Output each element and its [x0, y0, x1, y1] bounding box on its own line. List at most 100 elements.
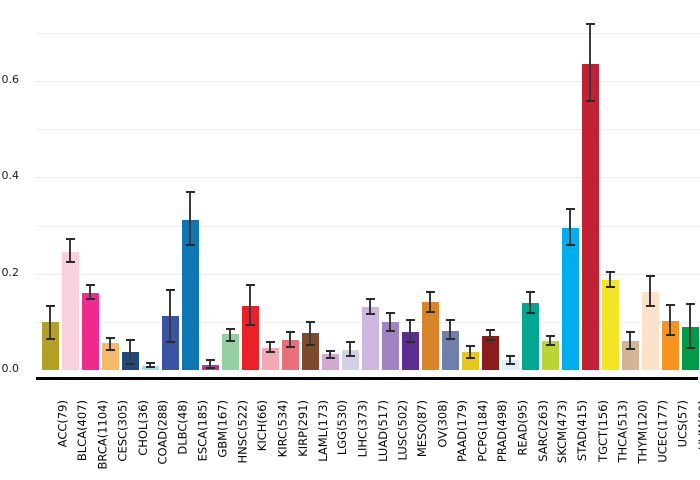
- error-bar: [329, 350, 331, 359]
- x-tick-label: READ(95): [515, 400, 530, 456]
- error-bar-cap: [165, 340, 175, 343]
- error-bar-cap: [365, 312, 375, 315]
- error-bar-cap: [405, 319, 415, 322]
- error-bar-cap: [385, 311, 395, 314]
- error-bar: [289, 332, 291, 347]
- error-bar: [169, 290, 171, 342]
- x-tick-label: ACC(79): [55, 400, 70, 448]
- error-bar: [89, 285, 91, 300]
- gridline: [36, 33, 700, 34]
- x-tick-label: PRAD(498): [495, 400, 510, 463]
- x-axis-labels: ACC(79) BLCA(407) BRCA(1104) CESC(305) CHOL(…: [40, 400, 700, 480]
- x-tick-label: COAD(288): [155, 400, 170, 465]
- x-tick-label: SKCM(473): [555, 400, 570, 464]
- error-bar-cap: [505, 362, 515, 365]
- error-bar-cap: [585, 100, 595, 103]
- bar: [261, 347, 279, 370]
- x-tick-label: LIHC(373): [355, 400, 370, 458]
- x-tick-label: THYM(120): [635, 400, 650, 464]
- error-bar: [69, 239, 71, 262]
- x-tick-label: PCPG(184): [475, 400, 490, 462]
- error-bar-cap: [625, 348, 635, 351]
- error-bar-cap: [205, 366, 215, 369]
- error-bar-cap: [225, 327, 235, 330]
- bar: [561, 228, 579, 370]
- bar: [41, 321, 59, 370]
- x-tick-label: BLCA(407): [75, 400, 90, 462]
- error-bar-cap: [405, 341, 415, 344]
- x-tick-label: LAML(173): [315, 400, 330, 462]
- x-tick-label: KIRC(534): [275, 400, 290, 458]
- error-bar-cap: [605, 270, 615, 273]
- error-bar-cap: [425, 291, 435, 293]
- x-tick-label: OV(308): [435, 400, 450, 448]
- error-bar-cap: [645, 304, 655, 307]
- x-tick-label: SARC(263): [535, 400, 550, 462]
- error-bar: [269, 342, 271, 353]
- error-bar: [369, 299, 371, 314]
- bar: [441, 330, 459, 370]
- error-bar-cap: [105, 348, 115, 351]
- bar: [481, 336, 499, 370]
- y-axis: 0.0 0.2 0.4 0.6: [0, 15, 22, 375]
- bar: [181, 219, 199, 370]
- x-tick-label: THCA(513): [615, 400, 630, 463]
- error-bar: [349, 342, 351, 356]
- x-tick-label: BRCA(1104): [95, 400, 110, 470]
- error-bar: [229, 328, 231, 342]
- x-tick-label: UVM(80): [695, 400, 700, 450]
- bar: [661, 320, 679, 370]
- error-bar-cap: [325, 357, 335, 360]
- error-bar: [549, 336, 551, 346]
- bar: [241, 305, 259, 370]
- error-bar: [569, 209, 571, 245]
- gridline: [36, 273, 700, 275]
- error-bar-cap: [445, 319, 455, 322]
- bar: [361, 307, 379, 370]
- error-bar-cap: [485, 328, 495, 331]
- x-tick-label: LUSC(502): [395, 400, 410, 461]
- bar: [161, 316, 179, 370]
- error-bar: [429, 292, 431, 313]
- error-bar-cap: [85, 284, 95, 287]
- error-bar-cap: [65, 260, 75, 263]
- y-tick-label: 0.2: [1, 265, 20, 279]
- error-bar-cap: [365, 298, 375, 301]
- error-bar: [529, 292, 531, 314]
- bar: [421, 302, 439, 370]
- error-bar-cap: [345, 354, 355, 357]
- error-bar: [489, 329, 491, 341]
- bar: [601, 279, 619, 370]
- error-bar-cap: [245, 284, 255, 287]
- error-bar-cap: [85, 298, 95, 301]
- x-tick-label: LUAD(517): [375, 400, 390, 462]
- x-tick-label: STAD(415): [575, 400, 590, 462]
- error-bar-cap: [545, 344, 555, 347]
- error-bar: [249, 285, 251, 326]
- bar: [221, 334, 239, 370]
- error-bar-cap: [285, 331, 295, 334]
- error-bar: [469, 346, 471, 359]
- error-bar-cap: [625, 331, 635, 333]
- error-bar-cap: [65, 238, 75, 240]
- error-bar-cap: [545, 335, 555, 338]
- gridline: [36, 129, 700, 131]
- error-bar-cap: [345, 341, 355, 344]
- error-bar-cap: [125, 338, 135, 341]
- error-bar-cap: [165, 289, 175, 292]
- bar: [301, 333, 319, 370]
- error-bar-cap: [45, 304, 55, 307]
- x-tick-label: CESC(305): [115, 400, 130, 462]
- error-bar-cap: [665, 334, 675, 337]
- error-bar-cap: [685, 302, 695, 305]
- x-tick-label: ESCA(185): [195, 400, 210, 462]
- error-bar: [609, 271, 611, 288]
- x-tick-label: DLBC(48): [175, 400, 190, 455]
- error-bar-cap: [205, 358, 215, 361]
- error-bar: [129, 339, 131, 364]
- y-tick-label: 0.4: [1, 169, 20, 183]
- x-tick-label: GBM(167): [215, 400, 230, 458]
- error-bar-cap: [145, 362, 155, 365]
- error-bar-cap: [525, 291, 535, 293]
